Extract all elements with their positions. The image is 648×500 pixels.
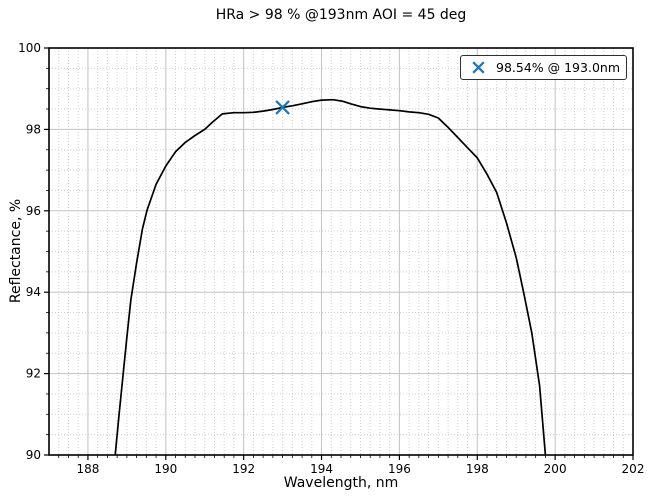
x-tick-label: 198 (466, 462, 489, 476)
y-axis-label: Reflectance, % (8, 198, 24, 304)
x-axis-label: Wavelength, nm (283, 475, 399, 491)
x-marker-icon (472, 61, 485, 74)
y-tick-label: 90 (26, 448, 41, 462)
x-marker-glyph (472, 61, 485, 74)
legend: 98.54% @ 193.0nm (460, 55, 627, 80)
plot-border (48, 47, 634, 456)
x-tick-label: 194 (310, 462, 333, 476)
highlight-point-marker (275, 100, 290, 115)
x-tick-label: 196 (388, 462, 411, 476)
x-tick-label: 188 (76, 462, 99, 476)
x-tick-label: 190 (154, 462, 177, 476)
chart-title: HRa > 98 % @193nm AOI = 45 deg (215, 7, 467, 23)
y-tick-label: 98 (26, 122, 41, 136)
x-tick-label: 202 (622, 462, 645, 476)
y-tick-label: 94 (26, 285, 41, 299)
legend-label: 98.54% @ 193.0nm (496, 60, 620, 75)
y-tick-label: 96 (26, 204, 41, 218)
series-line-reflectance (114, 98, 547, 456)
x-tick-label: 192 (232, 462, 255, 476)
y-tick-label: 92 (26, 367, 41, 381)
x-tick-label: 200 (544, 462, 567, 476)
y-tick-label: 100 (18, 41, 41, 55)
